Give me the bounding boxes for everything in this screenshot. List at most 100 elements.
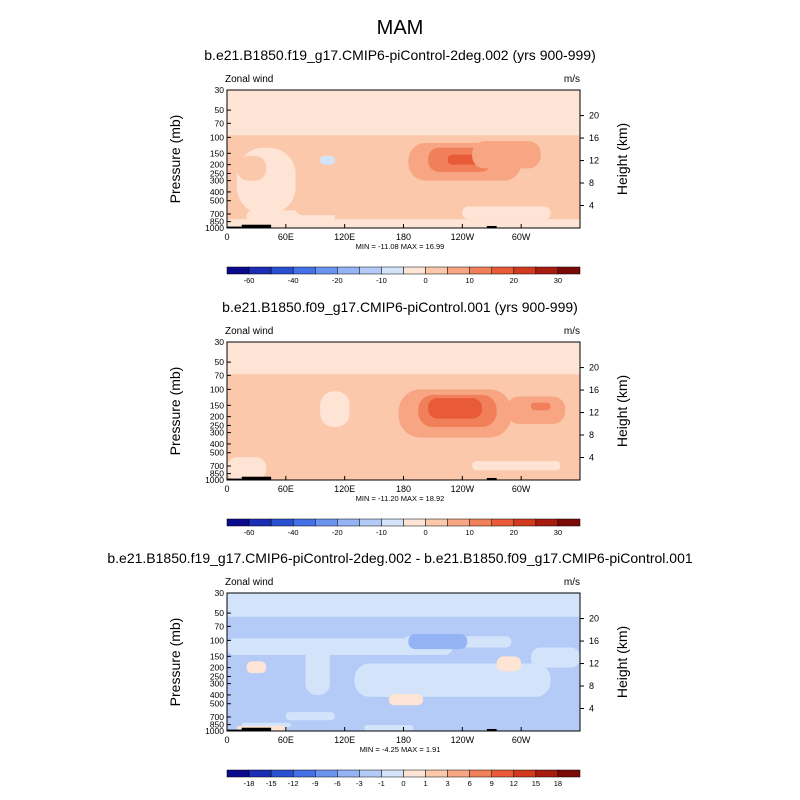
- colorbar-swatch: [469, 266, 492, 275]
- colorbar-label: -20: [332, 528, 343, 537]
- colorbar-label: -60: [244, 276, 255, 285]
- colorbar-label: 18: [554, 779, 562, 788]
- colorbar-swatch: [381, 266, 404, 275]
- contour-region: [320, 155, 335, 165]
- lon-tick-label: 180: [396, 735, 411, 745]
- contour-region: [530, 402, 551, 411]
- height-tick-label: 8: [589, 681, 594, 691]
- chart-panel-1: b.e21.B1850.f19_g17.CMIP6-piControl-2deg…: [167, 47, 630, 285]
- page-title: MAM: [377, 17, 424, 39]
- lon-tick-label: 0: [224, 232, 229, 242]
- colorbar-label: -1: [378, 779, 385, 788]
- colorbar-swatch: [359, 769, 382, 778]
- lon-tick-label: 60E: [278, 735, 294, 745]
- pressure-tick-label: 300: [210, 679, 224, 689]
- pressure-tick-label: 100: [210, 635, 224, 645]
- pressure-tick-label: 300: [210, 428, 224, 438]
- lon-tick-label: 60W: [512, 735, 531, 745]
- colorbar-label: -10: [376, 528, 387, 537]
- lon-tick-label: 120E: [334, 735, 355, 745]
- colorbar-label: 1: [423, 779, 427, 788]
- right-axis-label: Height (km): [614, 375, 630, 447]
- height-tick-label: 16: [589, 133, 599, 143]
- terrain-mask: [241, 727, 272, 731]
- colorbar-label: 20: [510, 528, 518, 537]
- colorbar-label: 0: [401, 779, 405, 788]
- colorbar-swatch: [337, 266, 360, 275]
- contour-region: [305, 642, 330, 695]
- lon-tick-label: 60E: [278, 484, 294, 494]
- colorbar-label: 10: [466, 276, 474, 285]
- pressure-tick-label: 300: [210, 176, 224, 186]
- contour-region: [496, 656, 522, 672]
- pressure-tick-label: 400: [210, 690, 224, 700]
- colorbar-swatch: [248, 518, 272, 527]
- pressure-tick-label: 100: [210, 384, 224, 394]
- contour-region: [256, 399, 296, 440]
- colorbar-swatch: [292, 518, 316, 527]
- colorbar: -60 -40 -20 -10 0 10 20 30: [226, 266, 581, 285]
- chart-panel-2: b.e21.B1850.f09_g17.CMIP6-piControl.001 …: [167, 299, 630, 537]
- colorbar: -18 -15 -12 -9 -6 -3 -1 0 1 3 6 9 12 15 18: [226, 769, 581, 788]
- height-tick-label: 20: [589, 614, 599, 624]
- colorbar-swatch: [248, 769, 272, 778]
- units-label: m/s: [564, 74, 580, 85]
- contour-region: [462, 206, 551, 220]
- colorbar-swatch: [359, 518, 382, 527]
- right-axis-label: Height (km): [614, 123, 630, 195]
- pressure-tick-label: 700: [210, 461, 224, 471]
- colorbar-swatch: [535, 518, 559, 527]
- lon-tick-label: 0: [224, 484, 229, 494]
- lon-tick-label: 60W: [512, 232, 531, 242]
- chart-title: b.e21.B1850.f09_g17.CMIP6-piControl.001 …: [222, 299, 578, 315]
- colorbar-swatch: [425, 266, 448, 275]
- pressure-tick-label: 100: [210, 132, 224, 142]
- chart-panel-3: b.e21.B1850.f19_g17.CMIP6-piControl-2deg…: [107, 550, 692, 788]
- pressure-tick-label: 50: [215, 608, 225, 618]
- colorbar-label: -12: [288, 779, 299, 788]
- colorbar-swatch: [557, 266, 581, 275]
- contour-region: [364, 725, 414, 731]
- colorbar-swatch: [226, 769, 250, 778]
- contour-region: [227, 638, 453, 656]
- contour-region: [388, 693, 424, 706]
- terrain-mask: [486, 225, 497, 228]
- colorbar-label: 20: [510, 276, 518, 285]
- colorbar-swatch: [491, 769, 515, 778]
- lon-tick-label: 120W: [451, 484, 475, 494]
- contour-region: [227, 593, 580, 617]
- height-tick-label: 4: [589, 201, 594, 211]
- height-tick-label: 8: [589, 430, 594, 440]
- colorbar-swatch: [403, 266, 426, 275]
- contour-region: [428, 398, 482, 419]
- colorbar-swatch: [469, 769, 492, 778]
- pressure-tick-label: 200: [210, 412, 224, 422]
- colorbar-swatch: [469, 518, 492, 527]
- contour-region: [408, 633, 468, 650]
- pressure-tick-label: 850: [210, 217, 224, 227]
- colorbar-swatch: [557, 518, 581, 527]
- pressure-tick-label: 70: [215, 621, 225, 631]
- colorbar-swatch: [248, 266, 272, 275]
- colorbar-swatch: [425, 518, 448, 527]
- colorbar-label: 12: [510, 779, 518, 788]
- lon-tick-label: 120W: [451, 735, 475, 745]
- colorbar-swatch: [513, 518, 537, 527]
- height-tick-label: 12: [589, 156, 599, 166]
- pressure-tick-label: 30: [215, 337, 225, 347]
- pressure-tick-label: 850: [210, 720, 224, 730]
- pressure-tick-label: 850: [210, 469, 224, 479]
- pressure-tick-label: 1000: [205, 726, 224, 736]
- pressure-tick-label: 250: [210, 671, 224, 681]
- contour-region: [285, 464, 375, 476]
- pressure-tick-label: 1000: [205, 475, 224, 485]
- colorbar-label: 30: [554, 528, 562, 537]
- colorbar-swatch: [292, 266, 316, 275]
- variable-label: Zonal wind: [225, 326, 273, 337]
- contour-region: [241, 722, 291, 727]
- pressure-tick-label: 250: [210, 420, 224, 430]
- y-axis-label: Pressure (mb): [167, 367, 183, 456]
- terrain-mask: [227, 226, 242, 228]
- colorbar-swatch: [226, 266, 250, 275]
- colorbar-label: 9: [490, 779, 494, 788]
